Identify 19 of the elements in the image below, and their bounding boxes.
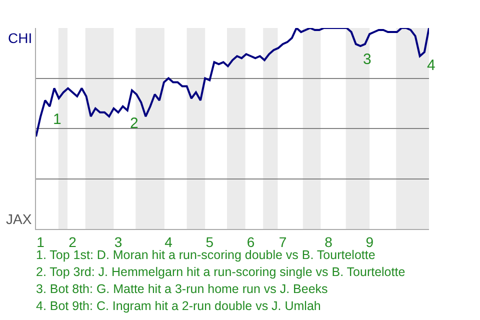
- text: 4. Bot 9th: C. Ingram hit a 2-run double vs J. Umlah: [36, 299, 321, 313]
- x-tick-label: 5: [206, 234, 214, 250]
- annotation: 3: [363, 51, 372, 68]
- text: JAX: [6, 211, 32, 227]
- x-tick-label: 4: [164, 234, 173, 250]
- x-tick-label: 2: [68, 234, 77, 250]
- x-tick-label: 9: [366, 234, 374, 250]
- x-tick-label: 6: [246, 234, 255, 250]
- annotation: 4: [427, 57, 436, 74]
- text: 2. Top 3rd: J. Hemmelgarn hit a run-scoring single vs B. Tourtelotte: [36, 265, 406, 279]
- text: 1. Top 1st: D. Moran hit a run-scoring double vs B. Tourtelotte: [36, 248, 376, 262]
- annotation: 1: [53, 111, 62, 128]
- text: 3. Bot 8th: G. Matte hit a 3-run home run vs J. Beeks: [36, 282, 328, 296]
- text: CHI: [8, 30, 32, 46]
- x-tick-label: 8: [324, 234, 333, 250]
- x-tick-label: 7: [278, 234, 287, 250]
- x-tick-label: 1: [36, 234, 45, 250]
- x-tick-label: 3: [114, 234, 122, 250]
- annotation: 2: [130, 115, 138, 132]
